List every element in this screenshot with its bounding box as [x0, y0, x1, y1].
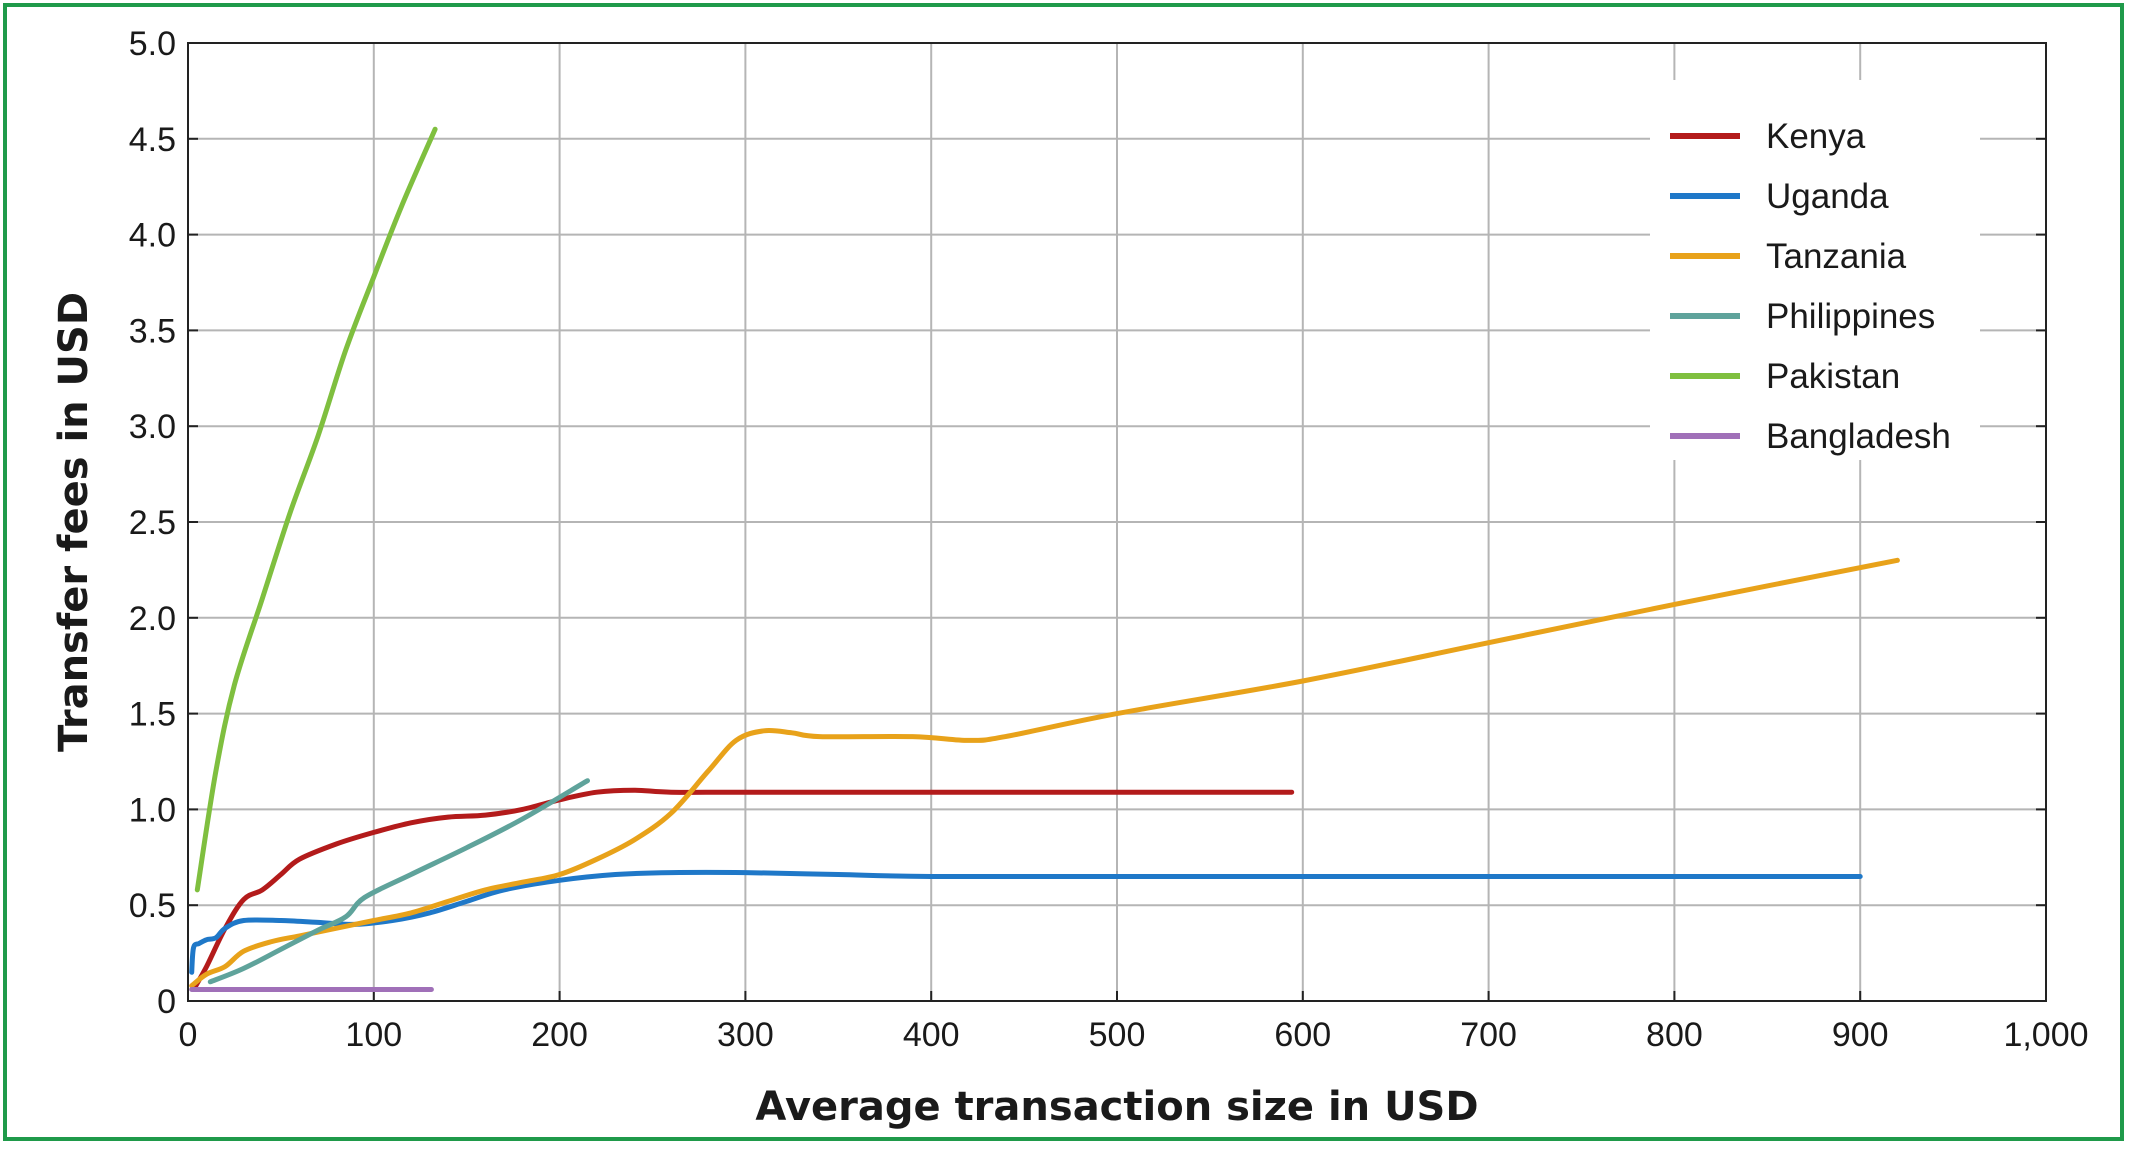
- x-tick-label: 500: [1089, 1016, 1146, 1054]
- x-tick-label: 300: [717, 1016, 774, 1054]
- x-tick-label: 0: [179, 1016, 198, 1054]
- legend-label-pakistan: Pakistan: [1766, 357, 1900, 396]
- axis-ticks: 0 100 200 300 400 500 600 700 800 900 1,000 0 0.5 1.0…: [129, 25, 2089, 1054]
- x-tick-label: 200: [531, 1016, 588, 1054]
- y-tick-label: 4.5: [129, 121, 176, 159]
- y-axis-title: Transfer fees in USD: [51, 292, 97, 752]
- legend-label-tanzania: Tanzania: [1766, 237, 1907, 276]
- series-line-uganda: [189, 869, 1863, 975]
- series-lines: [189, 126, 1900, 992]
- y-tick-label: 0.5: [129, 887, 176, 925]
- x-tick-label: 100: [345, 1016, 402, 1054]
- x-tick-label: 600: [1274, 1016, 1331, 1054]
- y-tick-label: 1.0: [129, 791, 176, 829]
- legend-label-philippines: Philippines: [1766, 297, 1935, 336]
- y-tick-label: 0: [157, 983, 176, 1021]
- series-line-pakistan: [194, 126, 438, 893]
- x-tick-label: 1,000: [2003, 1016, 2088, 1054]
- y-tick-label: 2.0: [129, 600, 176, 638]
- series-line-philippines: [207, 778, 590, 985]
- y-tick-label: 2.5: [129, 504, 176, 542]
- x-tick-label: 400: [903, 1016, 960, 1054]
- legend-label-bangladesh: Bangladesh: [1766, 417, 1951, 456]
- x-axis-title: Average transaction size in USD: [755, 1084, 1478, 1130]
- legend-label-kenya: Kenya: [1766, 117, 1866, 156]
- x-tick-label: 900: [1832, 1016, 1889, 1054]
- series-line-kenya: [191, 787, 1295, 992]
- legend-background: [1650, 80, 1980, 460]
- y-tick-label: 4.0: [129, 217, 176, 255]
- x-tick-label: 700: [1460, 1016, 1517, 1054]
- y-tick-label: 5.0: [129, 25, 176, 63]
- legend: Kenya Uganda Tanzania Philippines Pakistan Ba…: [1650, 80, 1980, 460]
- y-tick-label: 3.5: [129, 312, 176, 350]
- x-tick-label: 800: [1646, 1016, 1703, 1054]
- y-tick-label: 3.0: [129, 408, 176, 446]
- series-line-tanzania: [189, 557, 1900, 989]
- legend-label-uganda: Uganda: [1766, 177, 1889, 216]
- y-tick-label: 1.5: [129, 696, 176, 734]
